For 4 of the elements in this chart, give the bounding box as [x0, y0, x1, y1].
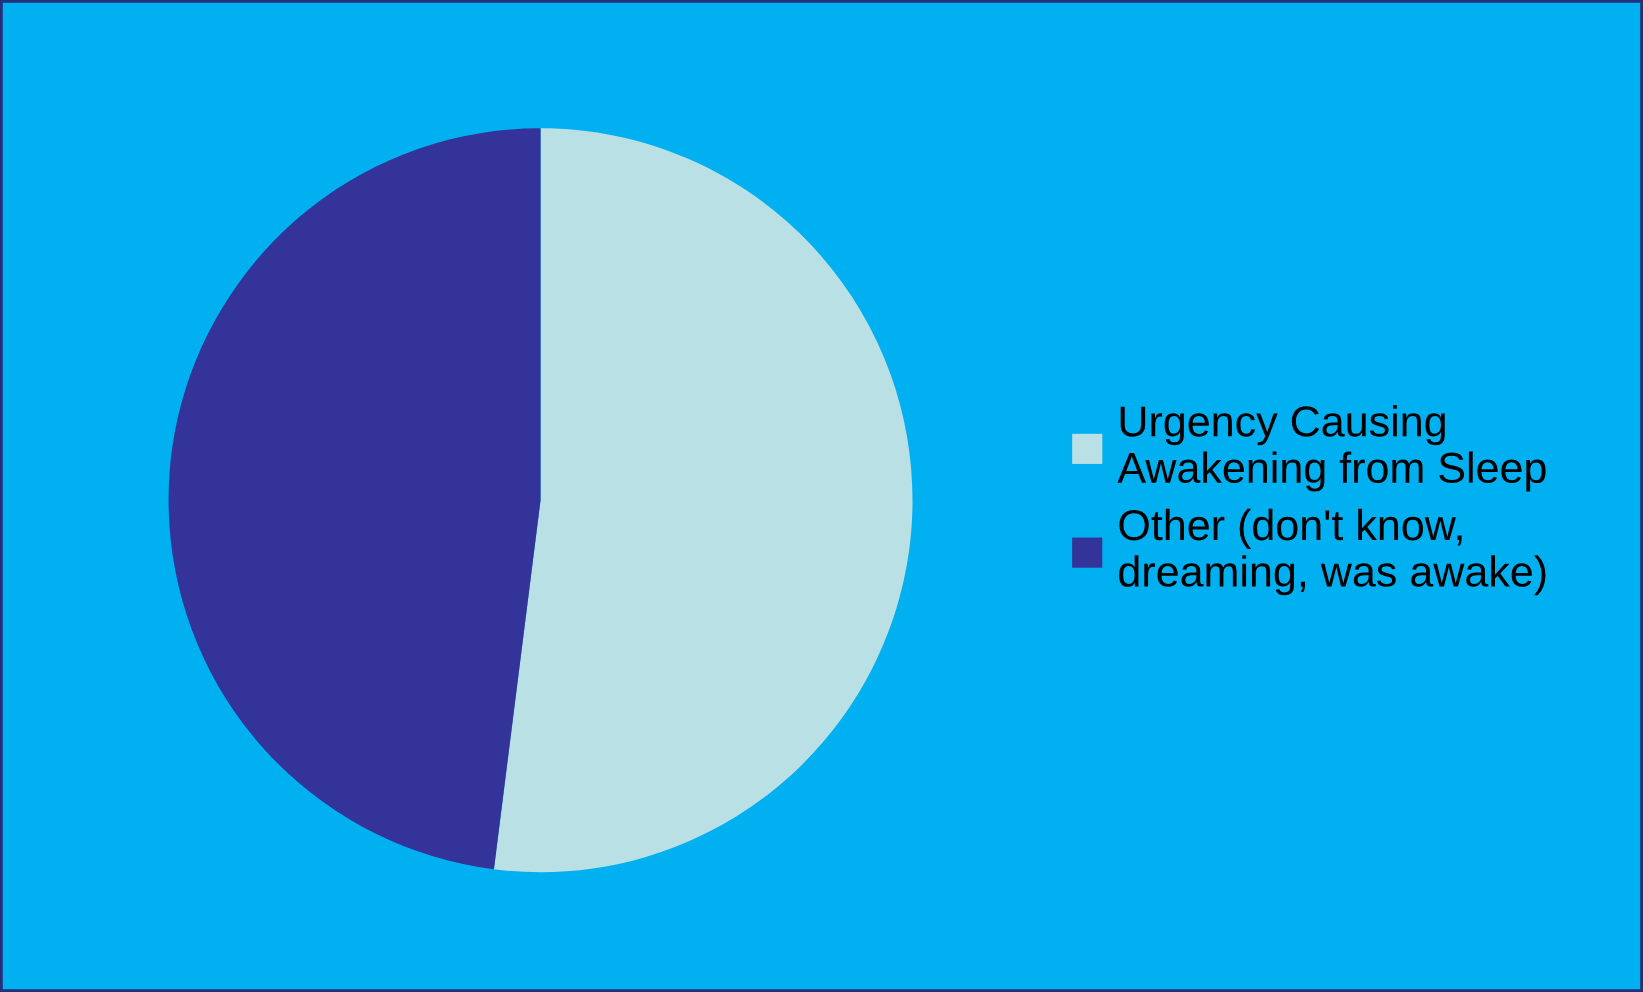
pie-slice	[493, 128, 913, 873]
pie-slice	[168, 128, 541, 870]
legend-label: Urgency Causing Awakening from Sleep	[1117, 405, 1546, 492]
legend-label: Other (don't know, dreaming, was awake)	[1119, 508, 1546, 596]
